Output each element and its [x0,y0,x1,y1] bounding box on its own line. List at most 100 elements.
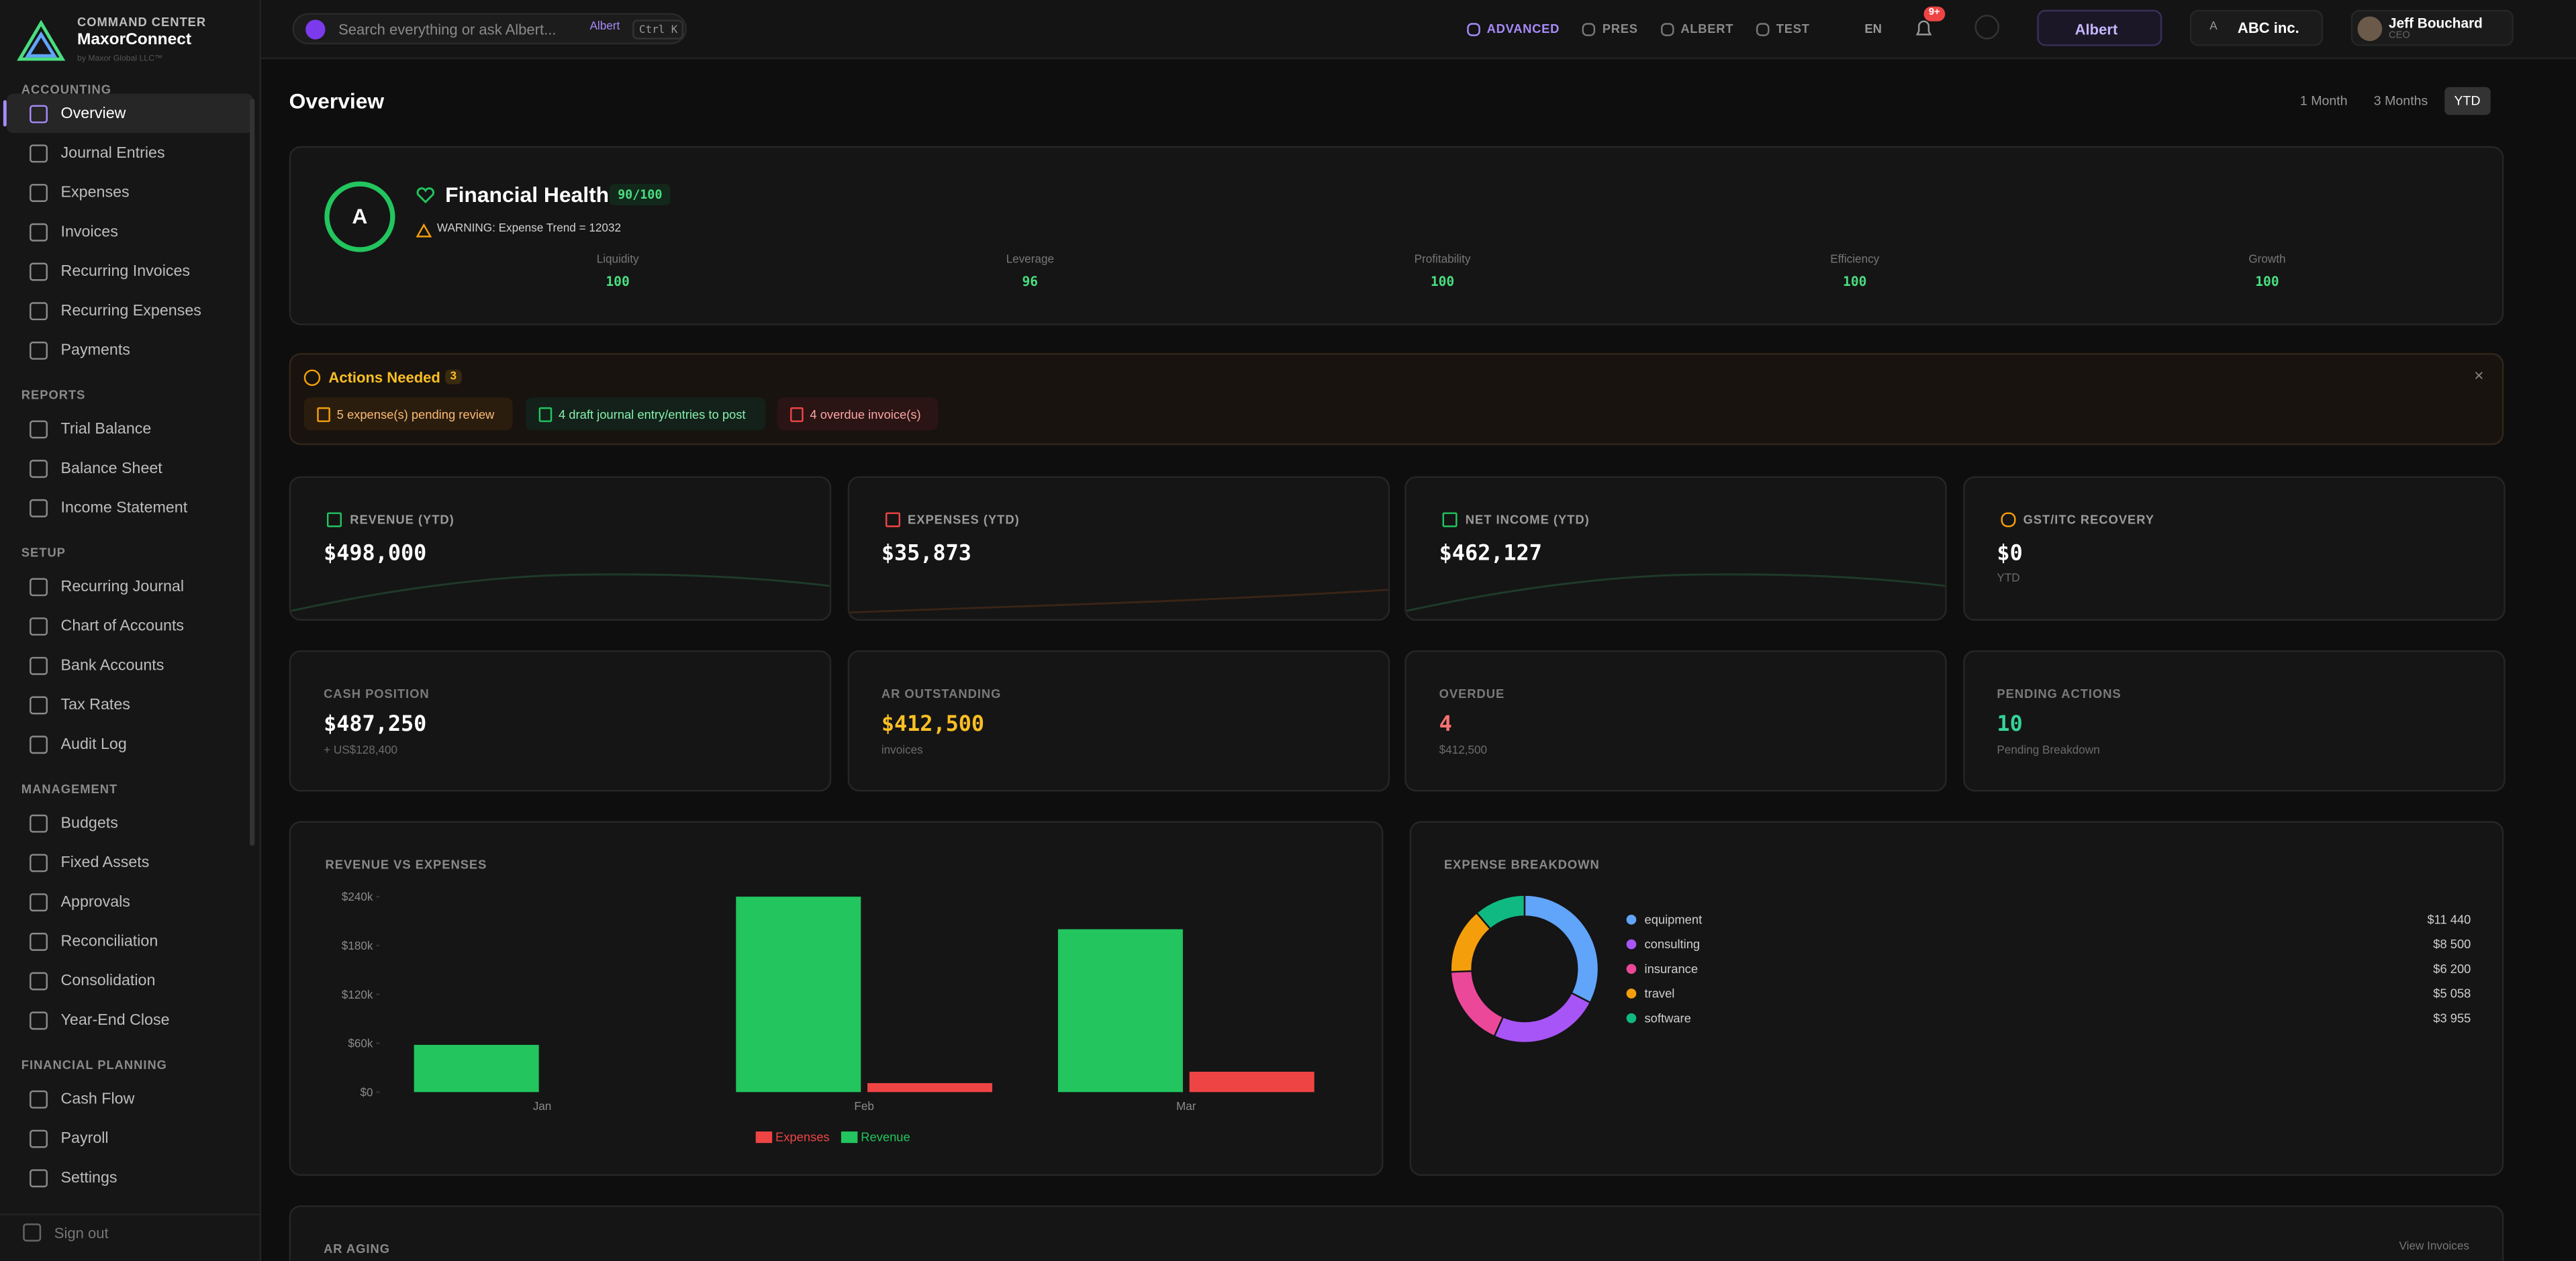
x-tick-label: Mar [1176,1100,1196,1113]
nav-item[interactable]: Year-End Close [7,1000,253,1040]
nav-icon [30,735,48,753]
mode-toggle[interactable]: PRES [1582,21,1637,36]
health-ring [324,181,395,252]
nav-item[interactable]: Recurring Invoices [7,251,253,291]
nav-item[interactable]: Payroll [7,1118,253,1158]
nav-item[interactable]: Approvals [7,882,253,921]
brand-sub: by Maxor Global LLC™ [77,54,163,64]
nav-item[interactable]: Expenses [7,172,253,212]
shortcut: Ctrl K [632,19,685,40]
language[interactable]: EN [1864,21,1882,36]
albert-button[interactable]: Albert [2037,9,2162,46]
kpi-label: NET INCOME (YTD) [1465,512,1590,527]
nav-icon [30,656,48,674]
close-button[interactable]: × [2474,368,2484,387]
nav-icon [30,813,48,832]
sign-out[interactable]: Sign out [23,1223,109,1242]
notification-badge: 9+ [1923,6,1945,21]
nav-item[interactable]: Reconciliation [7,921,253,961]
nav-section-title: MANAGEMENT [21,781,118,797]
action-pill[interactable]: 4 draft journal entry/entries to post [526,397,766,431]
nav-label: Invoices [60,222,118,241]
nav-item[interactable]: Settings [7,1158,253,1197]
pie-slice [1449,970,1505,1038]
company-initial: A [2209,21,2217,33]
kpi-label: AR OUTSTANDING [881,686,1002,701]
nav-section-title: REPORTS [21,387,86,403]
bell-icon[interactable] [1914,18,1934,40]
pie-slice [1493,991,1592,1044]
value-label: $6 200 [2433,962,2471,976]
nav-item[interactable]: Consolidation [7,961,253,1001]
kpi-sub: $412,500 [1439,745,1488,758]
nav-icon [30,892,48,911]
nav-item[interactable]: Journal Entries [7,133,253,172]
pie-chart-card: EXPENSE BREAKDOWN equipment $11 440 consult… [1409,821,2504,1176]
nav-item[interactable]: Recurring Journal [7,566,253,606]
nav-item[interactable]: Overview [3,93,253,134]
nav-label: Journal Entries [60,144,165,162]
mode-icon [1756,22,1770,36]
nav-icon [30,104,48,123]
nav-item[interactable]: Invoices [7,212,253,252]
metric-value: 100 [606,274,630,289]
action-label: 4 overdue invoice(s) [810,406,921,421]
company-switcher[interactable]: A ABC inc. [2189,9,2324,46]
range-button[interactable]: 3 Months [2373,93,2428,109]
nav-item[interactable]: Bank Accounts [7,646,253,685]
mode-toggle[interactable]: TEST [1756,21,1809,36]
nav-icon [30,183,48,201]
nav-icon [30,616,48,635]
nav-label: Tax Rates [60,695,130,714]
kpi-sub: YTD [1997,573,2020,585]
bar [736,897,861,1093]
range-button[interactable]: 1 Month [2299,93,2348,109]
nav-item[interactable]: Chart of Accounts [7,606,253,646]
albert-button-label: Albert [2074,21,2118,38]
legend-dot [1626,964,1637,974]
user-menu[interactable]: Jeff Bouchard CEO [2350,9,2514,46]
nav-item[interactable]: Cash Flow [7,1079,253,1119]
kpi-card: PENDING ACTIONS 10 Pending Breakdown [1962,650,2505,792]
nav-icon [30,222,48,241]
nav-item[interactable]: Payments [7,330,253,370]
kpi-label: CASH POSITION [324,686,430,701]
kpi-value: 4 [1439,713,1452,738]
nav-item[interactable]: Audit Log [7,724,253,764]
user-role: CEO [2389,31,2410,42]
nav-item[interactable]: Tax Rates [7,685,253,724]
bar [1189,1071,1315,1093]
metric-label: Efficiency [1830,254,1880,266]
value-label: $8 500 [2433,937,2471,951]
clock-icon [303,369,321,387]
nav-label: Recurring Invoices [60,262,191,281]
nav-item[interactable]: Recurring Expenses [7,291,253,330]
range-button[interactable]: YTD [2444,87,2491,115]
topbar: Search everything or ask Albert... Alber… [261,0,2576,60]
mode-toggle[interactable]: ADVANCED [1467,21,1560,36]
nav-item[interactable]: Balance Sheet [7,448,253,488]
action-pill[interactable]: 5 expense(s) pending review [303,397,513,431]
nav-icon [30,1011,48,1029]
ar-aging-card: AR AGING View Invoices [289,1205,2504,1261]
kpi-icon [2000,512,2015,527]
nav-icon [30,301,48,319]
view-invoices-link[interactable]: View Invoices [2399,1241,2469,1254]
kpi-label: EXPENSES (YTD) [908,512,1020,527]
kpi-card: REVENUE (YTD) $498,000 [289,476,832,621]
nav-label: Payroll [60,1129,109,1148]
kpi-card: GST/ITC RECOVERY $0 YTD [1962,476,2505,621]
mode-label: PRES [1602,21,1638,36]
sparkline-path [291,573,830,612]
sparkline-path [848,589,1388,614]
nav-item[interactable]: Trial Balance [7,409,253,448]
nav-item[interactable]: Income Statement [7,488,253,527]
nav-item[interactable]: Budgets [7,803,253,843]
mode-toggle[interactable]: ALBERT [1660,21,1733,36]
nav-label: Year-End Close [60,1011,170,1029]
search-box[interactable]: Search everything or ask Albert... Alber… [292,13,687,45]
play-button[interactable] [1974,15,2000,40]
action-pill[interactable]: 4 overdue invoice(s) [777,397,939,431]
nav-item[interactable]: Fixed Assets [7,842,253,882]
x-tick-label: Jan [533,1100,552,1113]
